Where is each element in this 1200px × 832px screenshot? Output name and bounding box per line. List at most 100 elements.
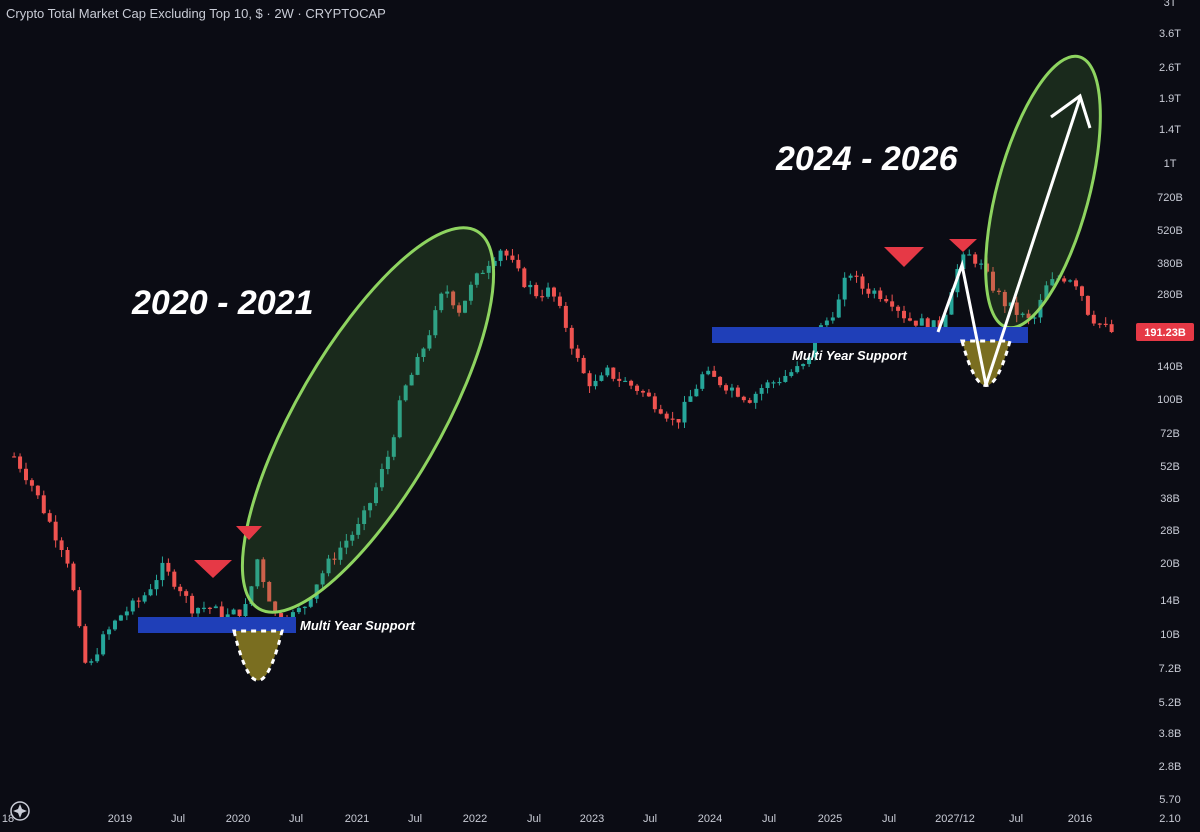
candle-body	[534, 284, 539, 297]
candle-body	[77, 590, 82, 627]
candle-body	[575, 348, 580, 358]
x-tick-label: Jul	[171, 813, 185, 825]
candle-body	[605, 367, 610, 376]
candle-body	[1050, 279, 1055, 286]
candle-body	[1097, 323, 1102, 325]
candle-body	[896, 306, 901, 311]
sparkle-icon	[10, 801, 30, 821]
y-tick-label: 3.6T	[1159, 28, 1181, 40]
candle-body	[492, 260, 497, 266]
candle-body	[59, 540, 64, 551]
candle-body	[196, 607, 201, 614]
support-label-right: Multi Year Support	[792, 348, 908, 363]
candle-body	[546, 287, 551, 297]
ai-generated-watermark	[10, 801, 30, 821]
resistance-marker-4	[949, 239, 977, 252]
candle-body	[640, 390, 645, 393]
x-tick-label: Jul	[882, 813, 896, 825]
candle-body	[931, 320, 936, 331]
candle-body	[368, 503, 373, 511]
candle-body	[29, 480, 34, 486]
candle-body	[943, 314, 948, 332]
candle-body	[112, 620, 117, 630]
x-axis: 18 2019 Jul 2020 Jul 2021 Jul 2022 Jul 2023 Jul 202…	[2, 813, 1092, 825]
candle-body	[1044, 285, 1049, 300]
chart-title: Crypto Total Market Cap Excluding Top 10…	[6, 6, 386, 21]
y-tick-label: 3T	[1164, 0, 1177, 9]
candle-body	[967, 254, 972, 256]
candle-body	[854, 275, 859, 277]
candle-body	[314, 584, 319, 599]
candle-body	[563, 305, 568, 328]
resistance-marker-1	[194, 560, 232, 578]
y-tick-label: 52B	[1160, 461, 1180, 473]
x-tick-label: 2019	[108, 813, 132, 825]
candle-body	[439, 293, 444, 311]
support-label-left: Multi Year Support	[300, 618, 416, 633]
candle-body	[35, 485, 40, 496]
candle-body	[1062, 278, 1067, 282]
candle-body	[1074, 280, 1079, 287]
candle-body	[296, 608, 301, 613]
candle-body	[12, 456, 17, 458]
candle-body	[996, 290, 1001, 292]
candle-body	[682, 401, 687, 423]
y-tick-label: 3.8B	[1159, 728, 1182, 740]
candle-body	[65, 550, 70, 564]
candle-body	[676, 419, 681, 423]
candle-body	[961, 254, 966, 270]
candle-body	[1020, 313, 1025, 315]
x-tick-label: 2023	[580, 813, 604, 825]
resistance-marker-2	[236, 526, 262, 540]
x-tick-label: Jul	[1009, 813, 1023, 825]
candle-body	[777, 381, 782, 384]
candle-body	[1008, 302, 1013, 307]
candle-body	[356, 523, 361, 535]
candle-body	[694, 388, 699, 397]
x-tick-label: Jul	[408, 813, 422, 825]
candle-body	[279, 613, 284, 621]
candle-body	[990, 271, 995, 291]
bull-run-ellipse-2020	[240, 226, 496, 614]
candlestick-series	[12, 248, 1114, 666]
candle-body	[795, 366, 800, 373]
candle-body	[884, 299, 889, 302]
y-tick-label: 38B	[1160, 493, 1180, 505]
candle-body	[415, 356, 420, 375]
candle-body	[1109, 324, 1114, 333]
y-tick-label: 5.70	[1159, 794, 1180, 806]
arrow-head-icon	[1050, 93, 1092, 129]
candle-body	[261, 559, 266, 582]
projected-retest-path	[936, 259, 988, 386]
candle-body	[95, 654, 100, 662]
candle-body	[89, 661, 94, 663]
candle-body	[107, 629, 112, 635]
candle-body	[130, 600, 135, 612]
candle-body	[255, 559, 260, 587]
x-tick-label: Jul	[643, 813, 657, 825]
candle-body	[569, 327, 574, 349]
candle-body	[658, 409, 663, 414]
candle-body	[848, 275, 853, 278]
candle-body	[747, 400, 752, 403]
y-tick-label: 20B	[1160, 558, 1180, 570]
y-tick-label: 2.6T	[1159, 62, 1181, 74]
candle-body	[1002, 291, 1007, 307]
candle-body	[118, 615, 123, 621]
candle-body	[474, 273, 479, 285]
candle-body	[184, 591, 189, 596]
candle-body	[451, 291, 456, 306]
candle-body	[350, 534, 355, 541]
candle-body	[433, 310, 438, 336]
candle-body	[528, 284, 533, 288]
candle-body	[498, 250, 503, 261]
candle-body	[207, 607, 212, 609]
support-zone-right	[712, 327, 1028, 343]
candle-body	[771, 382, 776, 384]
candle-body	[635, 385, 640, 391]
candle-body	[421, 348, 426, 357]
x-tick-label: 2027/12	[935, 813, 975, 825]
candle-body	[1032, 317, 1037, 319]
candle-body	[860, 276, 865, 289]
price-badge-bg	[1136, 323, 1194, 341]
